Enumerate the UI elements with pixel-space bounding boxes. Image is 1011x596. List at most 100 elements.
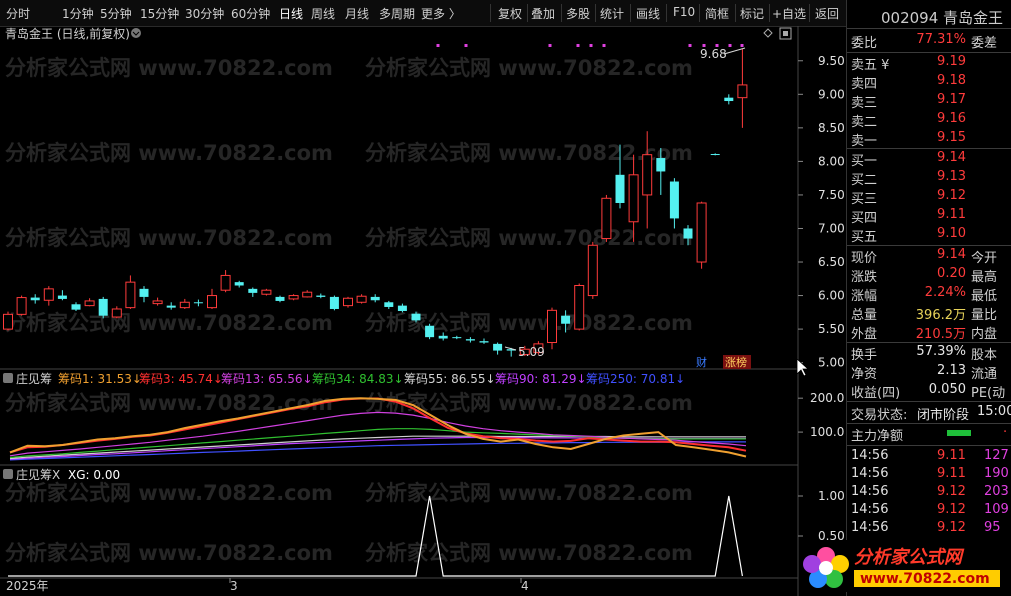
candle — [710, 153, 720, 156]
finance-badge[interactable]: 财 — [696, 355, 707, 369]
candle — [628, 154, 639, 242]
candle — [57, 290, 67, 301]
signal-dot — [602, 44, 606, 47]
f10-button[interactable]: F10 — [673, 5, 696, 19]
period-5min[interactable]: 5分钟 — [100, 7, 132, 21]
indicator1-lines — [9, 397, 747, 461]
candle — [683, 225, 693, 246]
candle — [425, 323, 435, 340]
draw-line-button[interactable]: 画线 — [636, 7, 661, 21]
diamond-icon[interactable] — [763, 28, 773, 38]
indicator2-xg-line — [8, 495, 743, 577]
back-button[interactable]: 返回 — [815, 7, 840, 21]
candle — [737, 48, 748, 128]
stat-row: 涨幅 2.24% 最低 — [851, 285, 998, 304]
candle — [111, 306, 122, 319]
window-icon[interactable] — [779, 27, 792, 40]
title-dropdown-icon[interactable] — [131, 28, 141, 38]
candle — [669, 178, 679, 229]
candle — [302, 290, 313, 298]
signal-dot — [589, 44, 593, 47]
restore-rights-button[interactable]: 复权 — [498, 7, 523, 21]
candle — [98, 296, 108, 319]
y-tick-label: 6.00 — [818, 289, 845, 303]
signal-dot — [436, 44, 440, 47]
period-more[interactable]: 更多 〉 — [421, 7, 461, 21]
indicator2-name: 庄见筹X — [16, 467, 60, 482]
signal-dot — [464, 44, 468, 47]
mark-button[interactable]: 标记 — [740, 7, 765, 21]
watermark-text: 分析家公式网 www.70822.com — [365, 56, 693, 80]
high-price-arrow — [723, 47, 746, 55]
main-flow-row: 主力净额 · — [851, 425, 1008, 444]
candle — [656, 147, 666, 195]
simple-frame-button[interactable]: 简框 — [705, 7, 730, 21]
overlay-button[interactable]: 叠加 — [531, 7, 556, 21]
indicator1-y-tick: 200.0 — [810, 391, 844, 405]
candle — [207, 288, 217, 309]
top-list-badge[interactable]: 涨榜 — [725, 355, 747, 369]
candle — [479, 338, 489, 344]
window-icon-inner — [783, 31, 788, 36]
indicator1-legend-item: 筹码13: 65.56↓ — [221, 372, 313, 386]
candle — [248, 287, 258, 297]
y-tick-label: 9.50 — [818, 54, 845, 68]
main-y-axis: 9.50 9.00 8.50 8.00 7.50 7.00 6.50 6.00 5.50 5.00 — [798, 54, 845, 370]
indicator1-legend-item: 筹码90: 81.29↓ — [495, 372, 587, 386]
candle — [166, 302, 176, 310]
indicator2-toggle-icon[interactable] — [3, 469, 13, 479]
indicator1-name: 庄见筹 — [16, 371, 52, 386]
candle — [16, 295, 27, 316]
statistics-button[interactable]: 统计 — [600, 7, 625, 21]
period-60min[interactable]: 60分钟 — [231, 7, 271, 21]
candle — [30, 294, 40, 304]
add-watchlist-button[interactable]: +自选 — [772, 7, 807, 21]
chart-area[interactable]: 分析家公式网 www.70822.com 分析家公式网 www.70822.com… — [0, 26, 846, 596]
indicator1-y-tick: 100.0 — [810, 425, 844, 439]
multi-stock-button[interactable]: 多股 — [566, 7, 591, 21]
candle — [696, 201, 707, 269]
signal-dot — [688, 44, 692, 47]
candle — [84, 298, 95, 307]
candle — [356, 294, 367, 304]
y-tick-label: 6.50 — [818, 255, 845, 269]
period-daily[interactable]: 日线 — [279, 7, 304, 21]
x-tick-3: 3 — [230, 579, 238, 593]
period-minute-line[interactable]: 分时 — [6, 7, 31, 21]
candle — [384, 300, 394, 309]
flow-bar — [947, 430, 971, 436]
indicator2-xg-value: XG: 0.00 — [68, 468, 120, 482]
period-30min[interactable]: 30分钟 — [185, 7, 225, 21]
watermark-text: 分析家公式网 www.70822.com — [5, 56, 333, 80]
stat-row: 涨跌 0.20 最高 — [851, 266, 998, 285]
watermark-text: 分析家公式网 www.70822.com — [5, 311, 333, 335]
indicator1-toggle-icon[interactable] — [3, 373, 13, 383]
period-15min[interactable]: 15分钟 — [140, 7, 180, 21]
period-weekly[interactable]: 周线 — [311, 7, 336, 21]
stat-row: 现价 9.14 今开 — [851, 247, 998, 266]
x-tick-4: 4 — [521, 579, 529, 593]
candle — [139, 286, 149, 303]
main-chart-title: 青岛金王 (日线,前复权) — [5, 26, 130, 41]
candle — [397, 303, 407, 313]
bid-row: 买一 9.14 — [851, 150, 966, 169]
period-monthly[interactable]: 月线 — [345, 7, 370, 21]
candle — [506, 347, 516, 357]
candle — [234, 280, 244, 288]
indicator2-y-axis: 1.00 0.50 — [798, 489, 845, 543]
ask-row: 卖一 9.15 — [851, 130, 966, 149]
indicator1-line — [9, 411, 747, 457]
watermark-text: 分析家公式网 www.70822.com — [365, 226, 693, 250]
high-price-label: 9.68 — [700, 47, 727, 61]
period-multi[interactable]: 多周期 — [379, 7, 416, 21]
chevron-down-icon — [132, 31, 140, 36]
period-1min[interactable]: 1分钟 — [62, 7, 94, 21]
watermark-text: 分析家公式网 www.70822.com — [365, 541, 693, 565]
watermark-text: 分析家公式网 www.70822.com — [5, 481, 333, 505]
bid-row: 买四 9.11 — [851, 207, 966, 226]
candle — [411, 311, 421, 323]
candle — [329, 295, 339, 311]
quote-panel: 002094 青岛金王 委比 77.31% 委差 交易状态: 闭市阶段 15:0… — [846, 0, 1011, 596]
candle — [288, 294, 299, 301]
y-tick-label: 7.50 — [818, 188, 845, 202]
